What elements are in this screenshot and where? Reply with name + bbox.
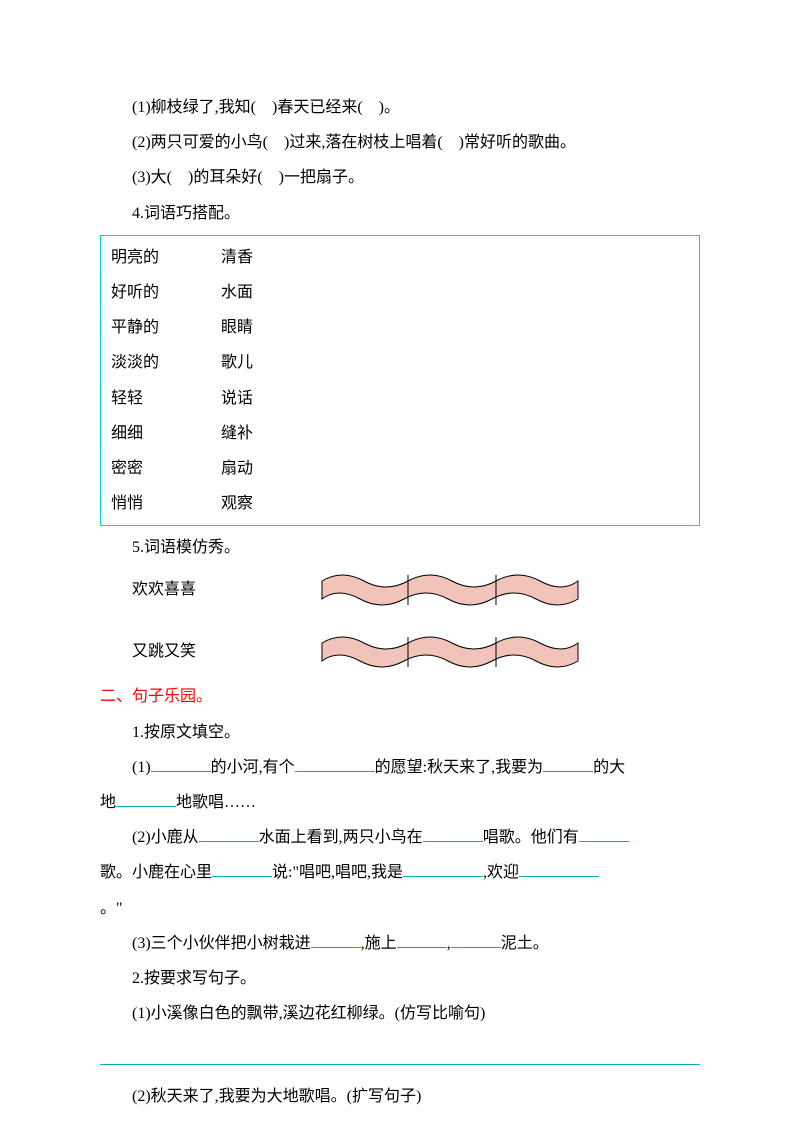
s2-q1-p1: (1) 的小河,有个 的愿望:秋天来了,我要为 的大	[100, 750, 700, 785]
imitation-row-2: 又跳又笑	[100, 629, 700, 673]
text: 泥土。	[501, 935, 549, 952]
cell: 水面	[221, 275, 689, 310]
label: 欢欢喜喜	[100, 572, 290, 607]
table-row: 好听的水面	[111, 275, 689, 310]
blank[interactable]	[212, 860, 272, 878]
text: (3)三个小伙伴把小树栽进	[132, 935, 311, 952]
text: 的愿望:秋天来了,我要为	[375, 759, 543, 776]
text: )一把扇子。	[279, 169, 364, 186]
s2-q1-p3: (3)三个小伙伴把小树栽进,施上,泥土。	[100, 926, 700, 961]
cell: 平静的	[111, 310, 221, 345]
q4-title: 4.词语巧搭配。	[100, 196, 700, 231]
text: (2)两只可爱的小鸟(	[132, 134, 268, 151]
text: 歌。小鹿在心里	[100, 864, 212, 881]
cell: 观察	[221, 486, 689, 521]
blank[interactable]	[451, 930, 501, 948]
table-row: 细细缝补	[111, 416, 689, 451]
answer-line[interactable]	[100, 1049, 700, 1065]
text: (2)小鹿从	[132, 829, 199, 846]
cell: 轻轻	[111, 381, 221, 416]
table-row: 轻轻说话	[111, 381, 689, 416]
text: (1)柳枝绿了,我知(	[132, 99, 256, 116]
blank[interactable]	[579, 825, 629, 843]
blank[interactable]	[519, 860, 599, 878]
cell: 扇动	[221, 451, 689, 486]
text: )过来,落在树枝上唱着(	[284, 134, 443, 151]
s2-q1-p2b: 歌。小鹿在心里 说:"唱吧,唱吧,我是 ,欢迎	[100, 855, 700, 890]
text: 地	[100, 794, 116, 811]
text: (3)大(	[132, 169, 172, 186]
text: (1)	[132, 759, 151, 776]
table-row: 悄悄观察	[111, 486, 689, 521]
fill-blank-1: (1)柳枝绿了,我知( )春天已经来( )。	[100, 90, 700, 125]
s2-q2-p1: (1)小溪像白色的飘带,溪边花红柳绿。(仿写比喻句)	[100, 996, 700, 1031]
cell: 清香	[221, 240, 689, 275]
text: ,欢迎	[483, 864, 519, 881]
s2-q1-p2c: 。"	[100, 891, 700, 926]
wave-icon	[320, 629, 580, 673]
text: 唱歌。他们有	[483, 829, 579, 846]
wave-icon	[320, 567, 580, 611]
cell: 细细	[111, 416, 221, 451]
fill-blank-3: (3)大( )的耳朵好( )一把扇子。	[100, 160, 700, 195]
cell: 好听的	[111, 275, 221, 310]
matching-table: 明亮的清香 好听的水面 平静的眼睛 淡淡的歌儿 轻轻说话 细细缝补 密密扇动 悄…	[100, 235, 700, 527]
text: 说:"唱吧,唱吧,我是	[272, 864, 403, 881]
s2-q1-p1b: 地 地歌唱……	[100, 785, 700, 820]
s2-q2-p2: (2)秋天来了,我要为大地歌唱。(扩写句子)	[100, 1079, 700, 1114]
text: )。	[379, 99, 400, 116]
cell: 密密	[111, 451, 221, 486]
q5-title: 5.词语模仿秀。	[100, 530, 700, 565]
section-2-title: 二、句子乐园。	[100, 679, 700, 714]
cell: 缝补	[221, 416, 689, 451]
s2-q1-p2: (2)小鹿从 水面上看到,两只小鸟在 唱歌。他们有	[100, 820, 700, 855]
imitation-row-1: 欢欢喜喜	[100, 567, 700, 611]
blank[interactable]	[311, 930, 361, 948]
text: )的耳朵好(	[188, 169, 263, 186]
blank[interactable]	[543, 754, 593, 772]
cell: 说话	[221, 381, 689, 416]
cell: 明亮的	[111, 240, 221, 275]
text: 的大	[593, 759, 625, 776]
wave-blank	[290, 629, 700, 673]
text: 。"	[100, 900, 123, 917]
text: 水面上看到,两只小鸟在	[259, 829, 423, 846]
text: )常好听的歌曲。	[459, 134, 576, 151]
blank[interactable]	[423, 825, 483, 843]
blank[interactable]	[295, 754, 375, 772]
blank[interactable]	[403, 860, 483, 878]
s2-q1-title: 1.按原文填空。	[100, 715, 700, 750]
wave-blank	[290, 567, 700, 611]
blank[interactable]	[151, 754, 211, 772]
text: ,施上	[361, 935, 397, 952]
cell: 歌儿	[221, 345, 689, 380]
s2-q2-title: 2.按要求写句子。	[100, 961, 700, 996]
text: 的小河,有个	[211, 759, 295, 776]
text: )春天已经来(	[272, 99, 363, 116]
text: 地歌唱……	[176, 794, 256, 811]
blank[interactable]	[116, 789, 176, 807]
table-row: 明亮的清香	[111, 240, 689, 275]
table-row: 密密扇动	[111, 451, 689, 486]
blank[interactable]	[199, 825, 259, 843]
cell: 眼睛	[221, 310, 689, 345]
fill-blank-2: (2)两只可爱的小鸟( )过来,落在树枝上唱着( )常好听的歌曲。	[100, 125, 700, 160]
table-row: 淡淡的歌儿	[111, 345, 689, 380]
table-row: 平静的眼睛	[111, 310, 689, 345]
label: 又跳又笑	[100, 634, 290, 669]
blank[interactable]	[397, 930, 447, 948]
cell: 淡淡的	[111, 345, 221, 380]
cell: 悄悄	[111, 486, 221, 521]
